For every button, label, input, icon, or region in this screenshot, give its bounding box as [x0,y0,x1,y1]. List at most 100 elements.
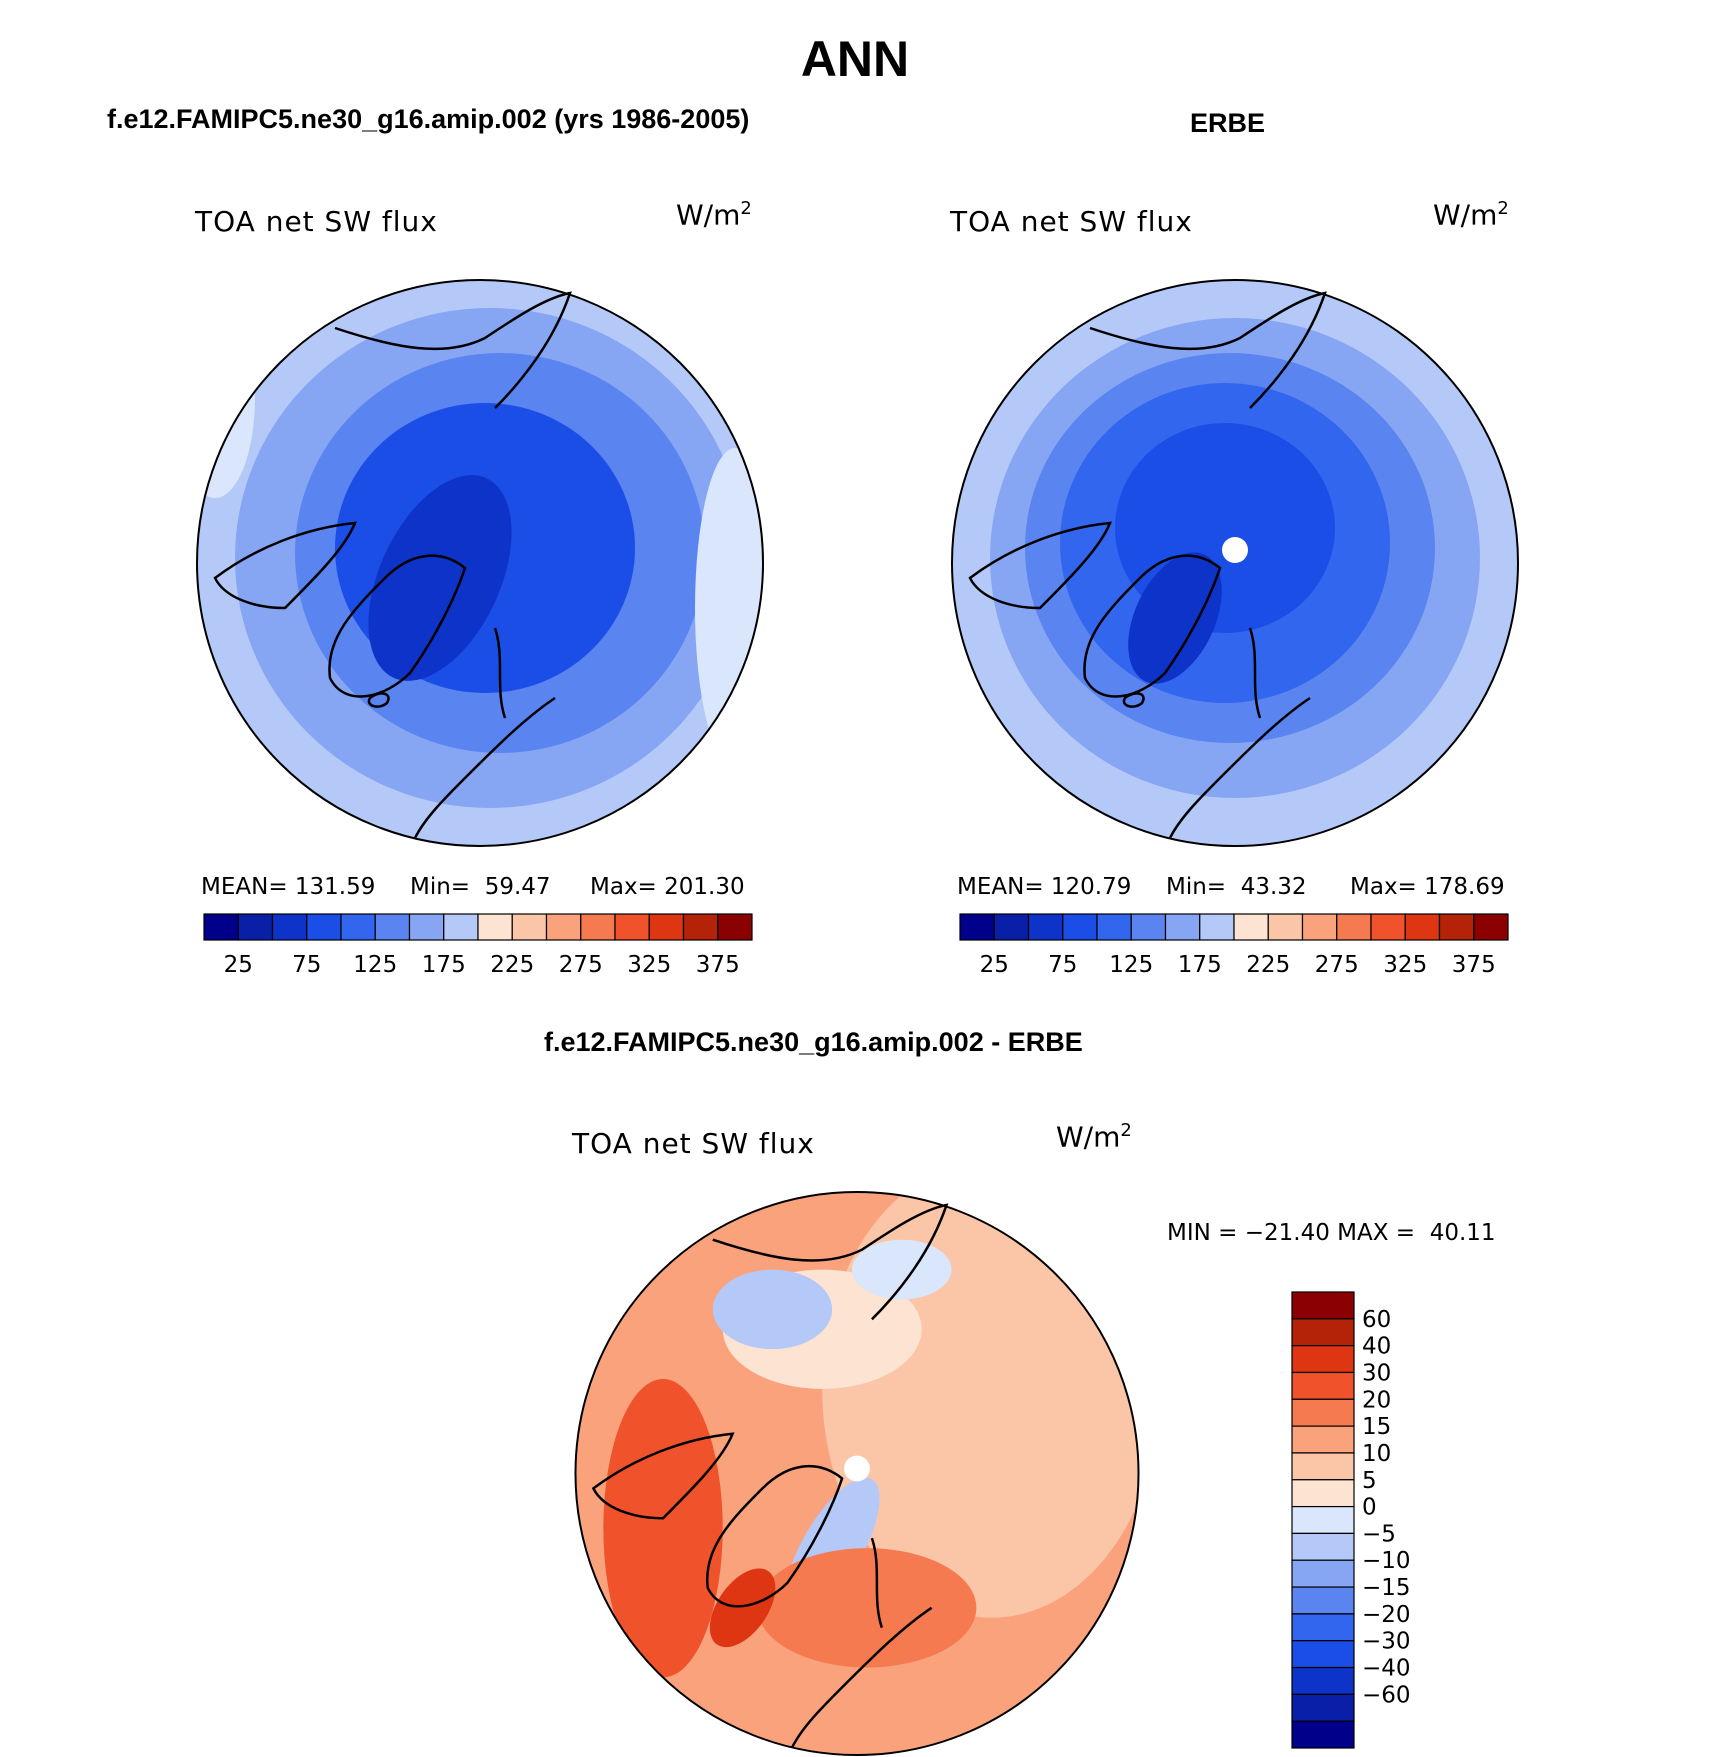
obs-colorbar-swatch [1370,913,1406,941]
obs-colorbar-tick-label: 175 [1178,952,1222,978]
diff-units-sup: 2 [1120,1120,1132,1141]
obs-colorbar-swatch [1404,913,1441,941]
obs-min: Min= 43.32 [1166,874,1307,900]
model-units-sup: 2 [740,198,752,219]
diff-colorbar-swatch [1291,1693,1355,1722]
diff-colorbar-swatch [1291,1398,1355,1427]
model-colorbar-swatch [545,913,582,941]
diff-colorbar-swatch [1291,1640,1355,1669]
diff-colorbar-tick-label: 60 [1362,1307,1391,1333]
obs-colorbar-swatch [1233,913,1269,941]
model-colorbar-swatch [237,913,274,941]
model-colorbar: 25 75 125 175 225 275 325 375 [203,913,753,978]
obs-colorbar-tick-label: 125 [1109,952,1153,978]
model-colorbar-swatch [443,913,479,941]
obs-colorbar-swatch [1301,913,1338,941]
model-units-text: W/m [676,198,741,232]
diff-colorbar-swatch [1291,1559,1355,1588]
diff-colorbar-tick-label: 20 [1362,1387,1391,1413]
obs-colorbar-swatch [1438,913,1475,941]
obs-units-text: W/m [1433,198,1498,232]
diff-colorbar-swatch [1291,1505,1355,1535]
obs-colorbar-swatch [1473,913,1509,941]
model-colorbar-swatch [511,913,548,941]
diff-colorbar-tick-label: −30 [1362,1629,1411,1655]
obs-colorbar-swatch [1267,913,1304,941]
model-colorbar-tick-label: 375 [696,952,740,978]
model-colorbar-tick-label: 125 [353,952,397,978]
obs-mean: MEAN= 120.79 [957,874,1132,900]
obs-units: W/m2 [1433,198,1509,231]
model-colorbar-swatch [306,913,342,941]
diff-colorbar-swatch [1291,1586,1355,1615]
model-plot-title: TOA net SW flux [195,205,438,238]
obs-polar-map [951,279,1519,847]
model-header: f.e12.FAMIPC5.ne30_g16.amip.002 (yrs 198… [107,104,750,134]
obs-colorbar: 25 75 125 175 225 275 325 375 [959,913,1509,978]
obs-colorbar-tick-label: 25 [980,952,1009,978]
obs-colorbar-swatch [1130,913,1167,941]
model-polar-map [196,279,764,847]
diff-field-max [709,1568,776,1648]
obs-colorbar-tick-label: 375 [1452,952,1496,978]
diff-colorbar-tick-label: 0 [1362,1495,1377,1521]
obs-colorbar-swatch [993,913,1030,941]
obs-colorbar-swatch [1336,913,1372,941]
model-colorbar-swatch [477,913,513,941]
diff-colorbar-tick-label: −60 [1362,1682,1411,1708]
model-colorbar-tick-label: 225 [490,952,534,978]
model-colorbar-tick-label: 275 [559,952,603,978]
model-map-border [196,279,764,847]
main-title: ANN [800,31,910,87]
diff-field-neg3 [852,1239,952,1300]
obs-coastlines [968,291,1327,839]
diff-map-border [574,1190,1140,1757]
model-units: W/m2 [676,198,752,231]
diff-colorbar-tick-label: 5 [1362,1468,1377,1494]
model-colorbar-swatch [408,913,445,941]
diff-colorbar-swatch [1291,1345,1355,1374]
model-greenland-low [368,475,512,681]
diff-colorbar-swatch [1291,1613,1355,1642]
obs-colorbar-swatch [1096,913,1132,941]
obs-colorbar-swatch [1027,913,1064,941]
obs-max: Max= 178.69 [1350,874,1505,900]
diff-colorbar-tick-label: −20 [1362,1602,1411,1628]
diff-colorbar-tick-label: −40 [1362,1656,1411,1682]
obs-pole-hole [1222,537,1248,563]
obs-colorbar-swatch [959,913,995,941]
model-colorbar-swatch [580,913,616,941]
diff-field-south [757,1548,977,1668]
obs-colorbar-swatch [1199,913,1235,941]
diff-header: f.e12.FAMIPC5.ne30_g16.amip.002 - ERBE [544,1027,1083,1057]
diff-units: W/m2 [1056,1120,1132,1153]
model-max: Max= 201.30 [590,874,745,900]
diff-minmax: MIN = −21.40 MAX = 40.11 [1167,1220,1496,1246]
obs-plot-title: TOA net SW flux [950,205,1193,238]
model-colorbar-tick-label: 175 [422,952,466,978]
diff-colorbar-swatch [1291,1532,1355,1561]
diff-colorbar-swatch [1291,1720,1355,1749]
obs-colorbar-tick-label: 275 [1315,952,1359,978]
model-mean: MEAN= 131.59 [201,874,376,900]
diff-coastlines [591,1203,949,1748]
diff-colorbar-swatch [1291,1452,1355,1481]
obs-colorbar-swatch [1062,913,1098,941]
diff-colorbar-swatch [1291,1479,1355,1508]
obs-colorbar-tick-label: 225 [1246,952,1290,978]
diff-field-neg1 [712,1269,833,1350]
diff-colorbar-swatch [1291,1318,1355,1347]
model-colorbar-swatch [717,913,753,941]
model-colorbar-tick-label: 25 [224,952,253,978]
model-colorbar-swatch [374,913,411,941]
model-colorbar-swatch [614,913,650,941]
diff-field-west-high [603,1379,723,1678]
diff-colorbar-tick-label: −5 [1362,1521,1396,1547]
model-colorbar-tick-label: 325 [627,952,671,978]
diff-colorbar-tick-label: −10 [1362,1548,1411,1574]
diff-colorbar-tick-label: −15 [1362,1575,1411,1601]
model-min: Min= 59.47 [410,874,551,900]
diff-colorbar-swatch [1291,1666,1355,1695]
diff-colorbar-swatch [1291,1425,1355,1454]
diff-colorbar-tick-label: 10 [1362,1441,1391,1467]
